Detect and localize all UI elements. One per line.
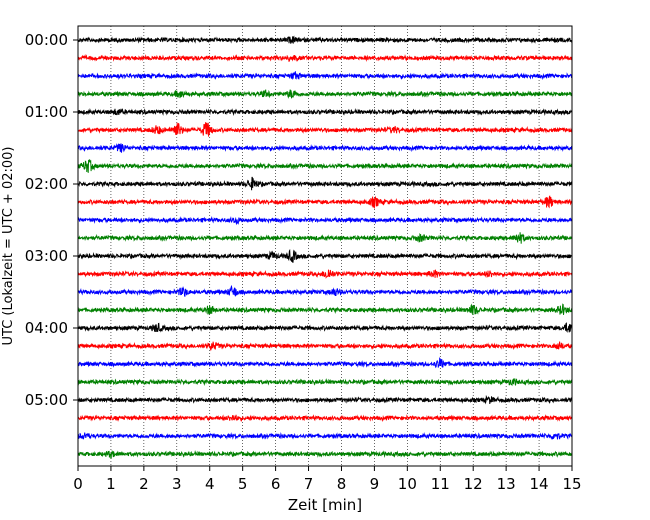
- y-tick-label: 01:00: [25, 103, 68, 121]
- trace-0330: [77, 284, 573, 297]
- trace-0515: [77, 414, 573, 423]
- y-tick-label: 02:00: [25, 175, 68, 193]
- y-tick-label: 00:00: [25, 31, 68, 49]
- trace-0100: [77, 108, 573, 117]
- plot-frame: [77, 25, 573, 467]
- trace-0115: [77, 122, 573, 137]
- trace-0315: [77, 269, 573, 279]
- x-tick-label: 10: [398, 475, 417, 493]
- y-tick-label: 05:00: [25, 391, 68, 409]
- x-tick-label: 15: [562, 475, 581, 493]
- x-tick-label: 14: [530, 475, 549, 493]
- x-axis-ticks: 0 1 2 3 4 5 6 7 8 9 10 11 12 13 14 15: [73, 466, 582, 493]
- trace-0200: [77, 176, 573, 191]
- y-tick-label: 03:00: [25, 247, 68, 265]
- x-tick-label: 1: [106, 475, 116, 493]
- trace-0215: [77, 195, 573, 210]
- trace-0015: [77, 53, 573, 62]
- vertical-grid: [110, 26, 540, 466]
- x-axis-label: Zeit [min]: [288, 496, 362, 514]
- x-tick-label: 4: [205, 475, 215, 493]
- x-tick-label: 7: [304, 475, 314, 493]
- trace-0000: [77, 35, 573, 44]
- trace-0230: [77, 216, 573, 226]
- trace-0300: [77, 248, 573, 263]
- x-tick-label: 3: [172, 475, 182, 493]
- trace-0445: [77, 378, 573, 387]
- trace-0400: [77, 322, 573, 333]
- trace-0145: [77, 159, 573, 173]
- y-tick-label: 04:00: [25, 319, 68, 337]
- trace-0045: [77, 89, 573, 99]
- trace-0245: [77, 232, 573, 244]
- trace-0545: [77, 449, 573, 459]
- trace-0345: [77, 303, 573, 316]
- x-tick-label: 0: [73, 475, 83, 493]
- x-tick-label: 5: [238, 475, 248, 493]
- trace-0530: [77, 432, 573, 440]
- x-tick-label: 9: [370, 475, 380, 493]
- x-tick-label: 8: [337, 475, 347, 493]
- trace-0130: [77, 143, 573, 153]
- trace-0430: [77, 357, 573, 369]
- x-tick-label: 6: [271, 475, 281, 493]
- y-axis-ticks: 00:00 01:00 02:00 03:00 04:00 05:00: [25, 31, 78, 409]
- x-tick-label: 13: [497, 475, 516, 493]
- trace-0500: [77, 394, 573, 405]
- trace-layer: [77, 35, 573, 459]
- x-tick-label: 11: [431, 475, 450, 493]
- x-tick-label: 2: [139, 475, 149, 493]
- x-tick-label: 12: [464, 475, 483, 493]
- y-axis-label: UTC (Lokalzeit = UTC + 02:00): [1, 147, 16, 346]
- trace-0415: [77, 341, 573, 352]
- trace-0030: [77, 71, 573, 81]
